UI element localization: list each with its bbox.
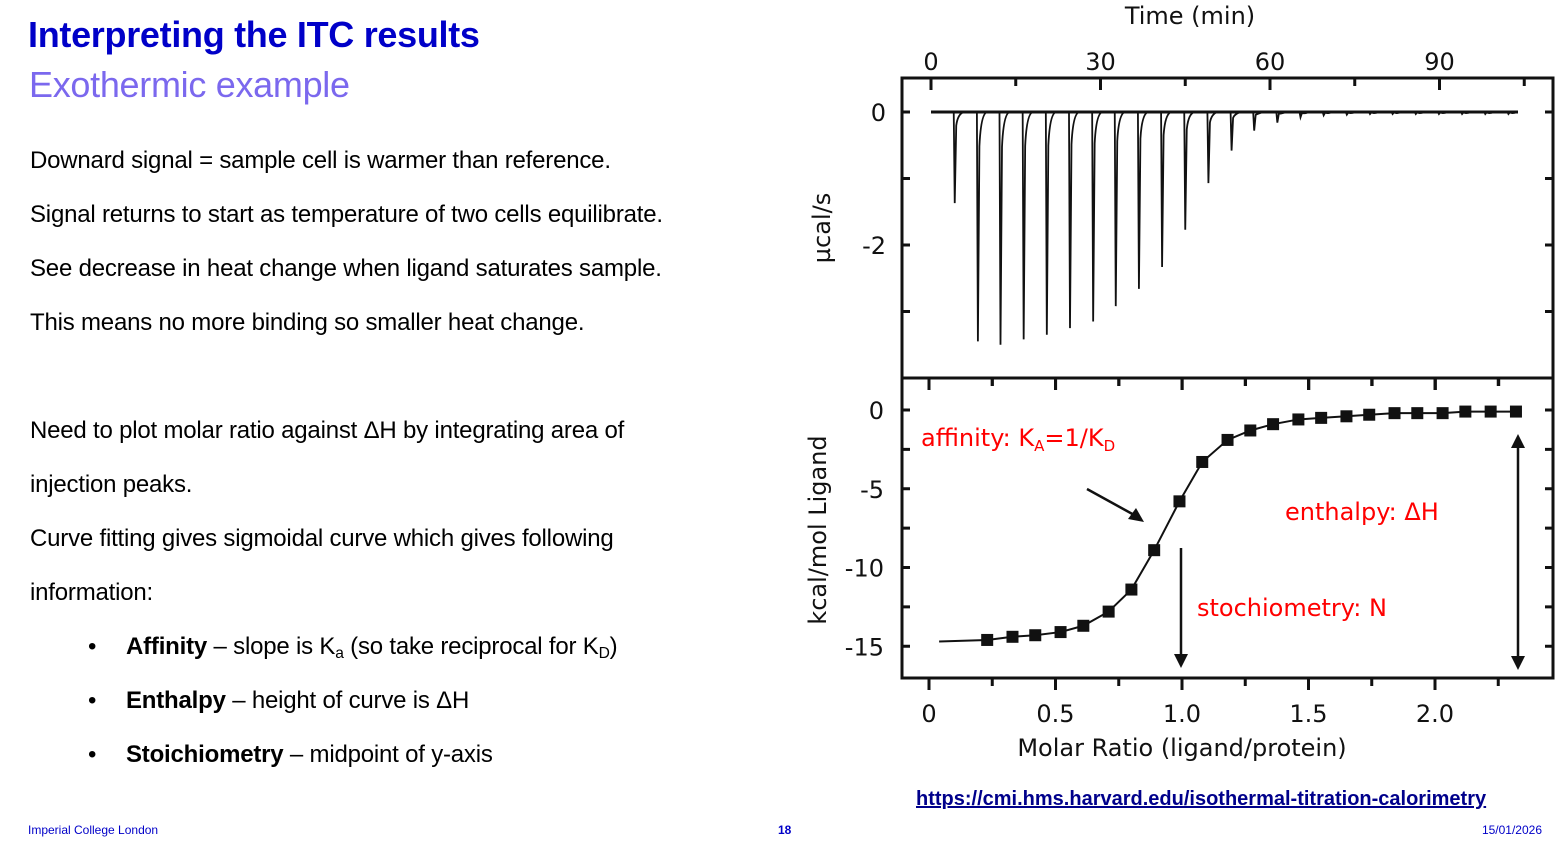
footer-page-number: 18 <box>778 823 792 837</box>
svg-text:0: 0 <box>921 700 936 728</box>
svg-text:0.5: 0.5 <box>1036 700 1074 728</box>
bullet-stoichiometry-text: – midpoint of y-axis <box>283 741 493 768</box>
slide-title: Interpreting the ITC results <box>28 14 480 55</box>
footer-institution: Imperial College London <box>28 823 159 837</box>
svg-text:0: 0 <box>869 397 884 425</box>
svg-text:2.0: 2.0 <box>1416 700 1454 728</box>
svg-text:0: 0 <box>923 48 938 76</box>
paragraph-information: information: <box>30 579 153 606</box>
svg-text:90: 90 <box>1424 48 1455 76</box>
paragraph-no-more-binding: This means no more binding so smaller he… <box>30 309 585 336</box>
paragraph-injection-peaks: injection peaks. <box>30 471 193 498</box>
affinity-annotation: affinity: KA=1/KD <box>921 424 1115 455</box>
bullet-affinity-text: – slope is K <box>207 633 336 660</box>
paragraph-signal-returns: Signal returns to start as temperature o… <box>30 201 663 228</box>
footer-date: 15/01/2026 <box>1481 823 1542 837</box>
stoichiometry-annotation: stochiometry: N <box>1197 594 1387 622</box>
bullet-enthalpy: • Enthalpy – height of curve is ΔH <box>88 687 469 715</box>
paragraph-plot-molar-ratio: Need to plot molar ratio against ΔH by i… <box>30 417 625 444</box>
bullet-affinity-text-mid: (so take reciprocal for K <box>343 633 599 660</box>
svg-text:30: 30 <box>1085 48 1116 76</box>
molar-ratio-axis-label: Molar Ratio (ligand/protein) <box>1017 734 1346 762</box>
bullet-affinity-term: Affinity <box>126 633 208 660</box>
source-link[interactable]: https://cmi.hms.harvard.edu/isothermal-t… <box>916 788 1487 810</box>
slide-subtitle: Exothermic example <box>29 64 350 105</box>
paragraph-curve-fitting: Curve fitting gives sigmoidal curve whic… <box>30 525 614 552</box>
raw-thermogram-panel: 0 30 60 90 0 -2 <box>862 48 1555 390</box>
subscript-d: D <box>598 644 610 662</box>
bullet-glyph: • <box>88 687 97 714</box>
ucal-axis-label: µcal/s <box>808 193 836 263</box>
bullet-stoichiometry-term: Stoichiometry <box>126 741 284 768</box>
svg-text:60: 60 <box>1255 48 1286 76</box>
time-axis-label: Time (min) <box>1124 2 1255 30</box>
bullet-enthalpy-text: – height of curve is ΔH <box>225 687 470 714</box>
kcal-axis-label: kcal/mol Ligand <box>804 435 832 624</box>
bullet-glyph: • <box>88 741 97 768</box>
bullet-stoichiometry: • Stoichiometry – midpoint of y-axis <box>88 741 493 769</box>
bullet-affinity: • Affinity – slope is Ka (so take recipro… <box>88 633 618 663</box>
svg-text:-10: -10 <box>845 555 884 583</box>
svg-text:0: 0 <box>871 99 886 127</box>
svg-text:1.5: 1.5 <box>1289 700 1327 728</box>
svg-text:-15: -15 <box>845 633 884 661</box>
svg-text:1.0: 1.0 <box>1163 700 1201 728</box>
svg-text:-2: -2 <box>862 232 886 260</box>
bullet-enthalpy-term: Enthalpy <box>126 687 226 714</box>
enthalpy-annotation: enthalpy: ΔH <box>1285 498 1439 526</box>
svg-text:-5: -5 <box>860 476 884 504</box>
binding-isotherm-panel: 0 0.5 1.0 1.5 2.0 0 -5 -10 -15 <box>845 376 1555 728</box>
paragraph-decrease-heat: See decrease in heat change when ligand … <box>30 255 662 282</box>
subscript-a: a <box>335 644 344 662</box>
bullet-glyph: • <box>88 633 97 660</box>
paragraph-downward-signal: Downard signal = sample cell is warmer t… <box>30 147 611 174</box>
bullet-affinity-text-end: ) <box>609 633 618 660</box>
